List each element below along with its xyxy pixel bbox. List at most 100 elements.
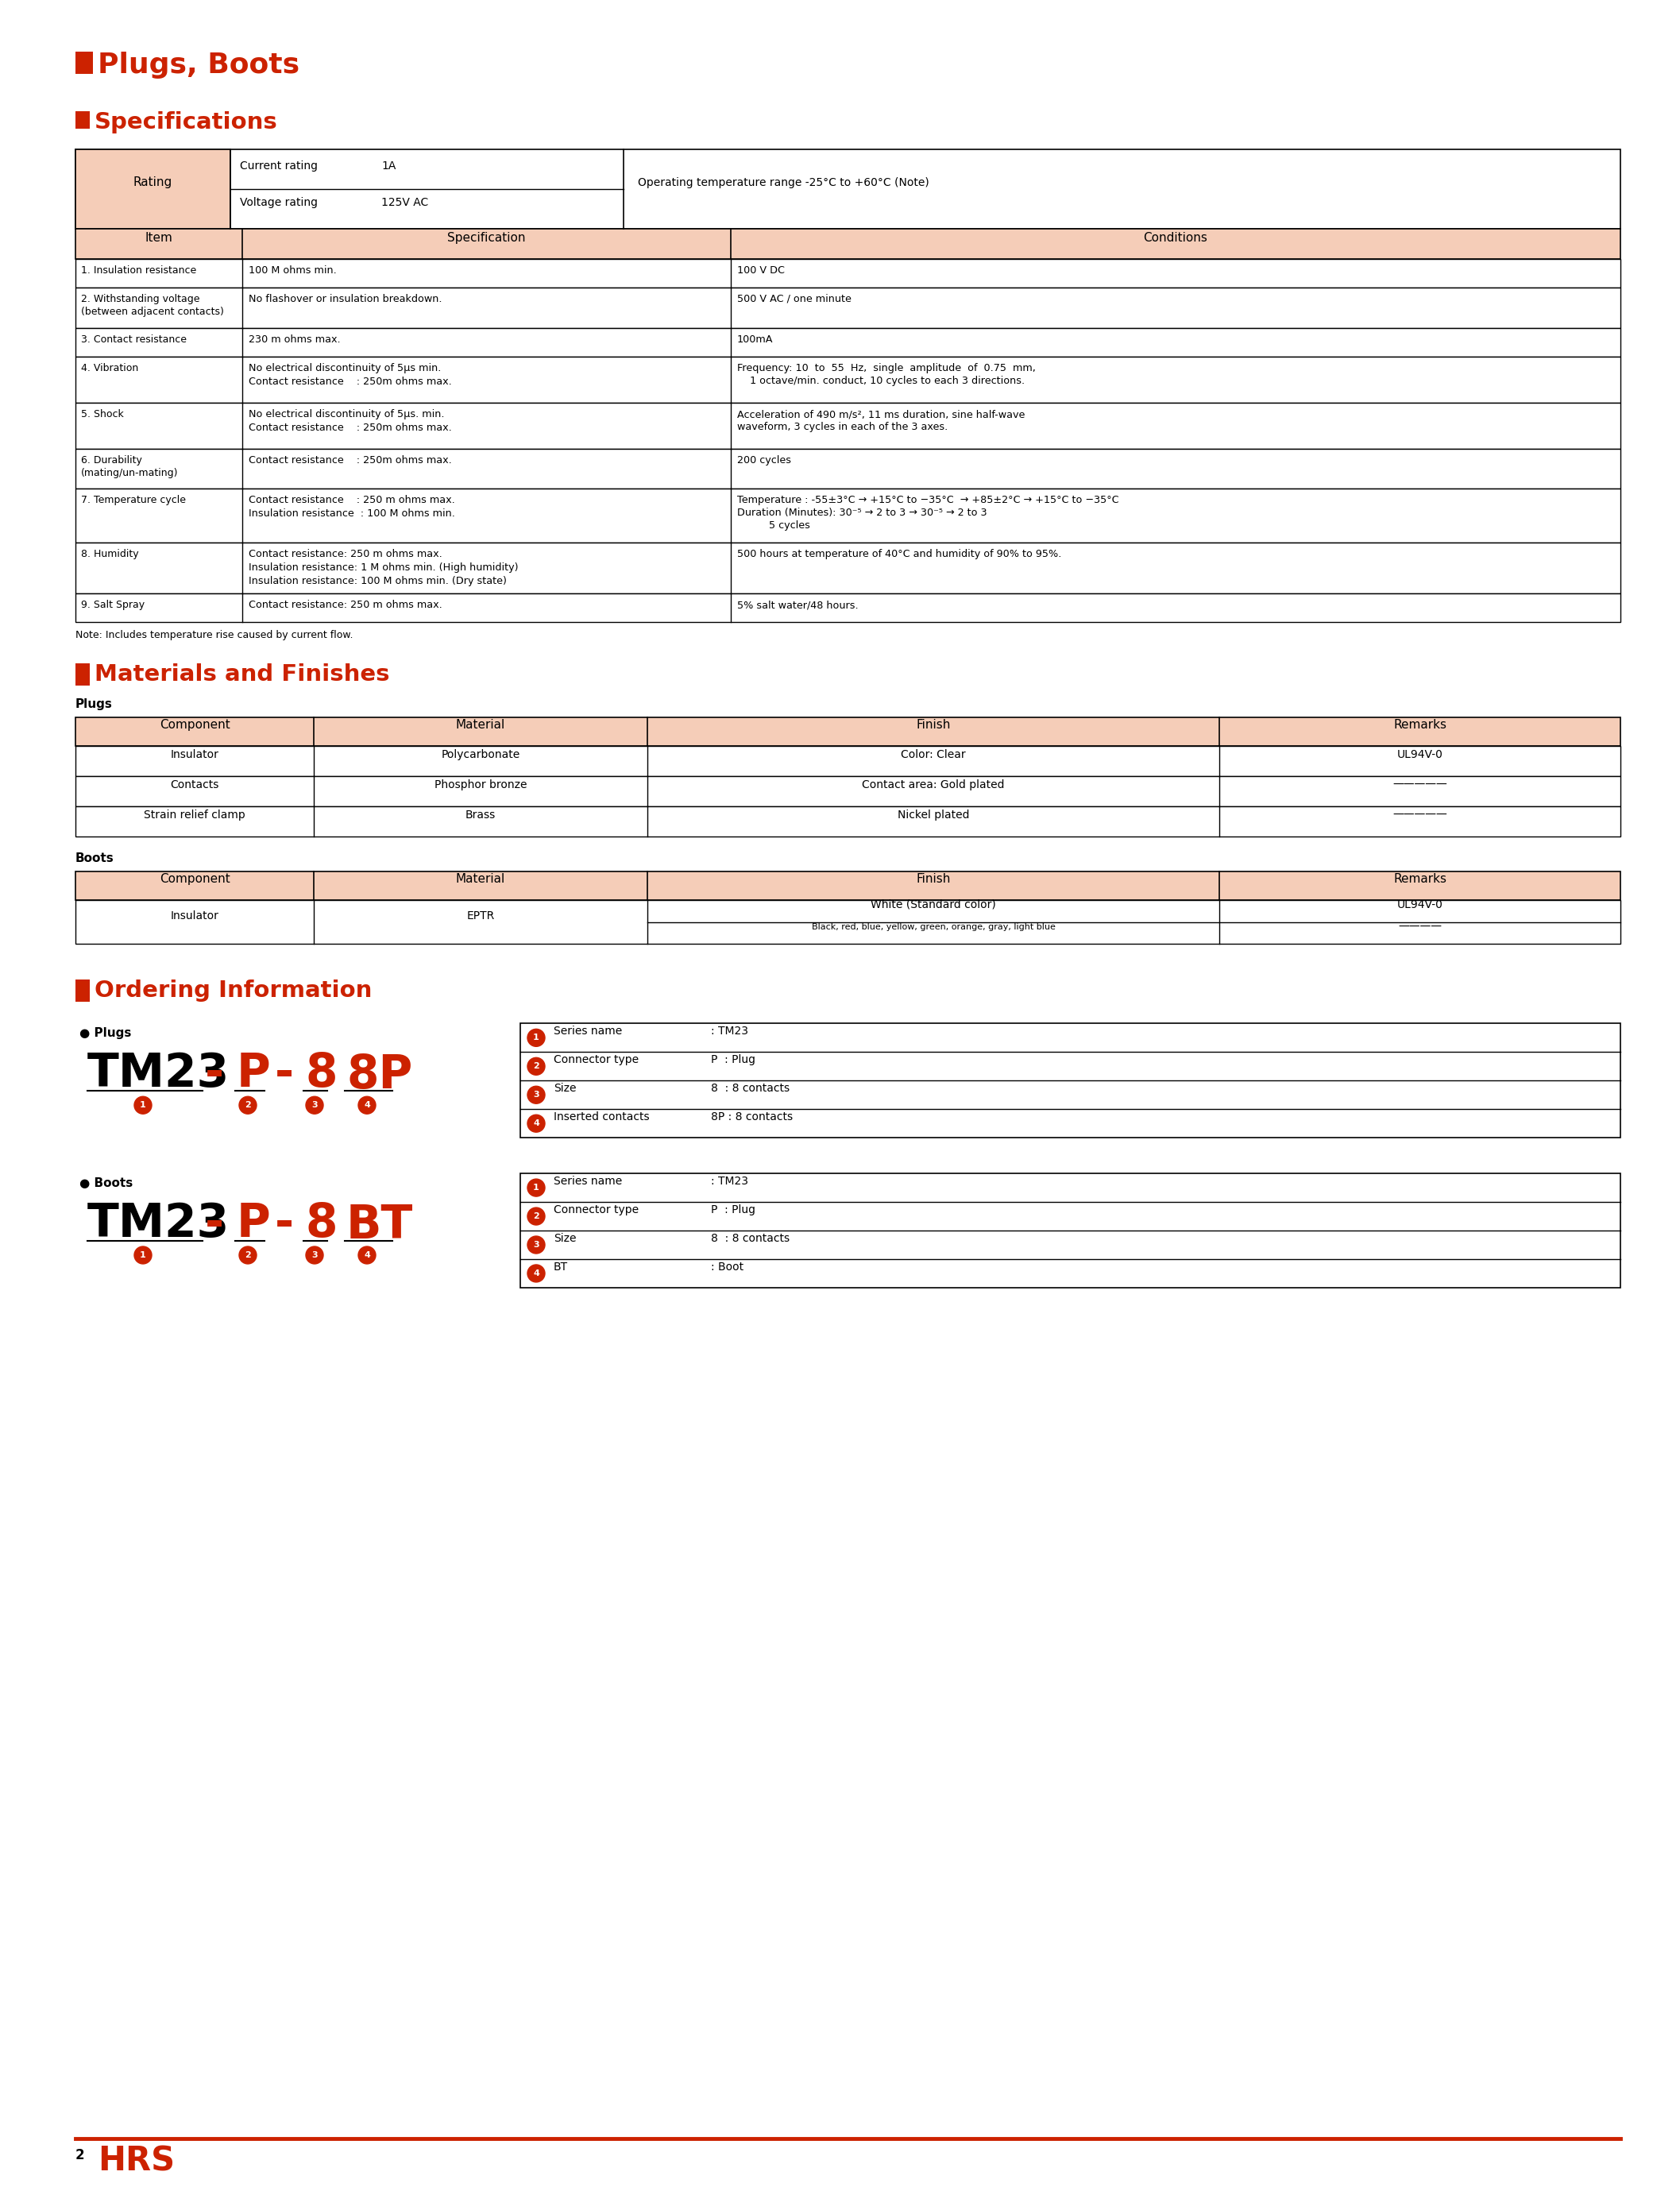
Text: 8  : 8 contacts: 8 : 8 contacts	[711, 1233, 790, 1244]
Text: Temperature : -55±3°C → +15°C to −35°C  → +85±2°C → +15°C to −35°C: Temperature : -55±3°C → +15°C to −35°C →…	[738, 494, 1119, 505]
Text: -: -	[276, 1052, 294, 1096]
Text: Insulation resistance: 100 M ohms min. (Dry state): Insulation resistance: 100 M ohms min. (…	[249, 575, 507, 586]
Text: Black, red, blue, yellow, green, orange, gray, light blue: Black, red, blue, yellow, green, orange,…	[811, 923, 1055, 932]
Text: Boots: Boots	[76, 853, 114, 864]
Text: 2. Withstanding voltage: 2. Withstanding voltage	[81, 293, 200, 304]
Text: Color: Clear: Color: Clear	[900, 748, 966, 761]
Bar	[76, 899, 1621, 945]
Circle shape	[528, 1059, 544, 1076]
Text: No electrical discontinuity of 5μs min.: No electrical discontinuity of 5μs min.	[249, 363, 442, 374]
Circle shape	[134, 1247, 151, 1264]
Circle shape	[239, 1247, 257, 1264]
Text: Contact resistance    : 250m ohms max.: Contact resistance : 250m ohms max.	[249, 422, 452, 433]
Text: 8: 8	[306, 1201, 338, 1247]
Text: Nickel plated: Nickel plated	[897, 809, 969, 820]
Text: —————: —————	[1393, 809, 1446, 820]
Bar	[76, 488, 1621, 542]
Text: Finish: Finish	[916, 720, 951, 730]
Bar	[76, 542, 1621, 593]
Text: 100mA: 100mA	[738, 335, 773, 346]
Text: Insulation resistance: 1 M ohms min. (High humidity): Insulation resistance: 1 M ohms min. (Hi…	[249, 562, 519, 573]
Text: 1 octave/min. conduct, 10 cycles to each 3 directions.: 1 octave/min. conduct, 10 cycles to each…	[738, 376, 1025, 387]
Text: Voltage rating: Voltage rating	[240, 197, 318, 208]
Text: Component: Component	[160, 873, 230, 886]
Text: P  : Plug: P : Plug	[711, 1054, 756, 1065]
Circle shape	[358, 1247, 376, 1264]
Circle shape	[306, 1096, 323, 1113]
Text: Contact resistance    : 250m ohms max.: Contact resistance : 250m ohms max.	[249, 376, 452, 387]
Text: 3: 3	[533, 1091, 539, 1098]
Text: 7. Temperature cycle: 7. Temperature cycle	[81, 494, 186, 505]
Text: (mating/un-mating): (mating/un-mating)	[81, 468, 178, 479]
Bar	[76, 807, 1621, 835]
Text: 2: 2	[533, 1063, 539, 1069]
Bar	[76, 227, 1621, 258]
Text: 9. Salt Spray: 9. Salt Spray	[81, 599, 144, 610]
Bar	[76, 356, 1621, 402]
Bar	[76, 52, 92, 74]
Bar	[76, 149, 1621, 227]
Text: 4: 4	[365, 1102, 370, 1109]
Text: Insulator: Insulator	[170, 748, 218, 761]
Text: 8: 8	[306, 1052, 338, 1096]
Text: (between adjacent contacts): (between adjacent contacts)	[81, 306, 223, 317]
Text: Remarks: Remarks	[1393, 873, 1446, 886]
Bar	[76, 776, 1621, 807]
Text: Phosphor bronze: Phosphor bronze	[435, 779, 528, 790]
Bar	[76, 593, 1621, 621]
Text: 100 M ohms min.: 100 M ohms min.	[249, 265, 336, 276]
Text: ————: ————	[1398, 921, 1441, 932]
Text: 8. Humidity: 8. Humidity	[81, 549, 139, 560]
Circle shape	[528, 1115, 544, 1133]
Text: White (Standard color): White (Standard color)	[870, 899, 996, 910]
Text: Specification: Specification	[447, 232, 526, 245]
Text: 3: 3	[533, 1240, 539, 1249]
Bar	[76, 286, 1621, 328]
Circle shape	[358, 1096, 376, 1113]
Text: 1: 1	[139, 1102, 146, 1109]
Bar	[76, 112, 89, 129]
Text: Series name: Series name	[554, 1177, 622, 1188]
Text: P: P	[237, 1052, 270, 1096]
Text: Finish: Finish	[916, 873, 951, 886]
Text: 500 V AC / one minute: 500 V AC / one minute	[738, 293, 852, 304]
Text: UL94V-0: UL94V-0	[1396, 748, 1443, 761]
Bar	[76, 980, 89, 1002]
Text: Current rating: Current rating	[240, 160, 318, 171]
Text: 3. Contact resistance: 3. Contact resistance	[81, 335, 186, 346]
Bar	[76, 870, 1621, 899]
Text: Operating temperature range -25°C to +60°C (Note): Operating temperature range -25°C to +60…	[638, 177, 929, 188]
Text: P  : Plug: P : Plug	[711, 1205, 756, 1216]
Text: 4: 4	[365, 1251, 370, 1260]
Text: Acceleration of 490 m/s², 11 ms duration, sine half-wave: Acceleration of 490 m/s², 11 ms duration…	[738, 409, 1025, 420]
Text: Insulator: Insulator	[170, 910, 218, 921]
Circle shape	[528, 1236, 544, 1253]
Text: Brass: Brass	[465, 809, 496, 820]
Text: Insulation resistance  : 100 M ohms min.: Insulation resistance : 100 M ohms min.	[249, 510, 455, 518]
Text: waveform, 3 cycles in each of the 3 axes.: waveform, 3 cycles in each of the 3 axes…	[738, 422, 948, 433]
Bar	[76, 717, 1621, 746]
Text: Contacts: Contacts	[170, 779, 218, 790]
Text: 1: 1	[533, 1183, 539, 1192]
Text: 8P: 8P	[346, 1052, 413, 1098]
Text: Item: Item	[144, 232, 173, 245]
Text: Series name: Series name	[554, 1026, 622, 1037]
Bar	[76, 663, 89, 685]
Text: 230 m ohms max.: 230 m ohms max.	[249, 335, 341, 346]
Text: 1A: 1A	[381, 160, 396, 171]
Text: TM23: TM23	[87, 1052, 230, 1096]
Text: 4. Vibration: 4. Vibration	[81, 363, 138, 374]
Text: Note: Includes temperature rise caused by current flow.: Note: Includes temperature rise caused b…	[76, 630, 353, 641]
Text: 8P : 8 contacts: 8P : 8 contacts	[711, 1111, 793, 1122]
Bar	[76, 402, 1621, 448]
Text: 200 cycles: 200 cycles	[738, 455, 791, 466]
Text: EPTR: EPTR	[467, 910, 494, 921]
Text: BT: BT	[346, 1203, 413, 1249]
Text: 5% salt water/48 hours.: 5% salt water/48 hours.	[738, 599, 858, 610]
Text: 125V AC: 125V AC	[381, 197, 428, 208]
Text: -: -	[276, 1201, 294, 1247]
Text: : TM23: : TM23	[711, 1026, 748, 1037]
Text: Materials and Finishes: Materials and Finishes	[94, 663, 390, 685]
Text: 3: 3	[311, 1251, 318, 1260]
Text: 2: 2	[245, 1102, 250, 1109]
